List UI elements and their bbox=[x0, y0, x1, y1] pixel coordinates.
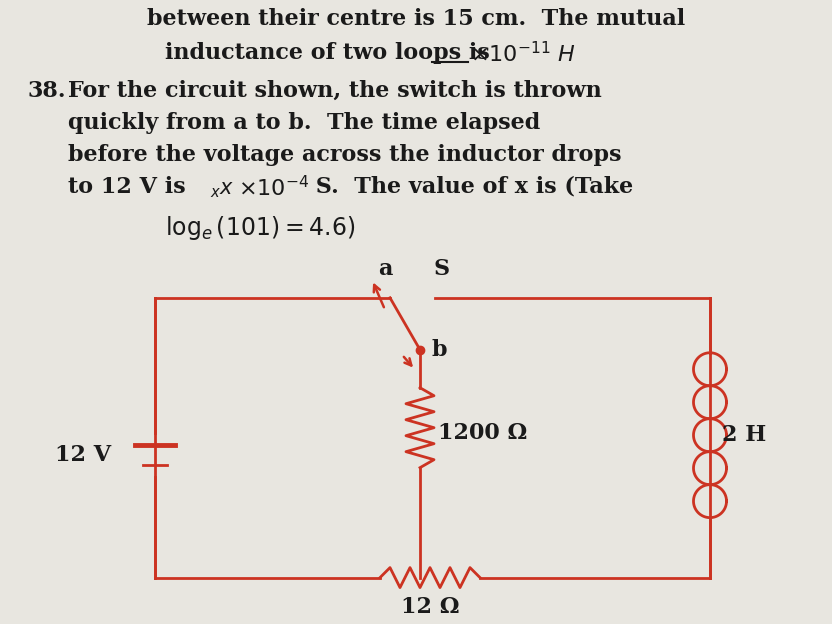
Text: to 12 V is: to 12 V is bbox=[68, 176, 201, 198]
Text: 12 V: 12 V bbox=[55, 444, 111, 466]
Text: 2 H: 2 H bbox=[722, 424, 766, 446]
Text: before the voltage across the inductor drops: before the voltage across the inductor d… bbox=[68, 144, 622, 166]
Text: 12 Ω: 12 Ω bbox=[401, 595, 459, 618]
Text: $\times 10^{-4}$: $\times 10^{-4}$ bbox=[238, 176, 310, 201]
Text: 1200 Ω: 1200 Ω bbox=[438, 422, 527, 444]
Text: $_{x}x$: $_{x}x$ bbox=[210, 181, 234, 200]
Text: quickly from a to b.  The time elapsed: quickly from a to b. The time elapsed bbox=[68, 112, 540, 134]
Text: 38.: 38. bbox=[28, 80, 67, 102]
Text: between their centre is 15 cm.  The mutual: between their centre is 15 cm. The mutua… bbox=[147, 8, 685, 30]
Text: b: b bbox=[432, 339, 448, 361]
Text: a: a bbox=[378, 258, 392, 280]
Text: S.  The value of x is (Take: S. The value of x is (Take bbox=[308, 176, 633, 198]
Text: inductance of two loops is: inductance of two loops is bbox=[165, 42, 490, 64]
Text: $\times 10^{-11}\ H$: $\times 10^{-11}\ H$ bbox=[470, 42, 576, 67]
Text: $\log_e(101) = 4.6)$: $\log_e(101) = 4.6)$ bbox=[165, 214, 355, 242]
Text: For the circuit shown, the switch is thrown: For the circuit shown, the switch is thr… bbox=[68, 80, 602, 102]
Text: S: S bbox=[434, 258, 450, 280]
